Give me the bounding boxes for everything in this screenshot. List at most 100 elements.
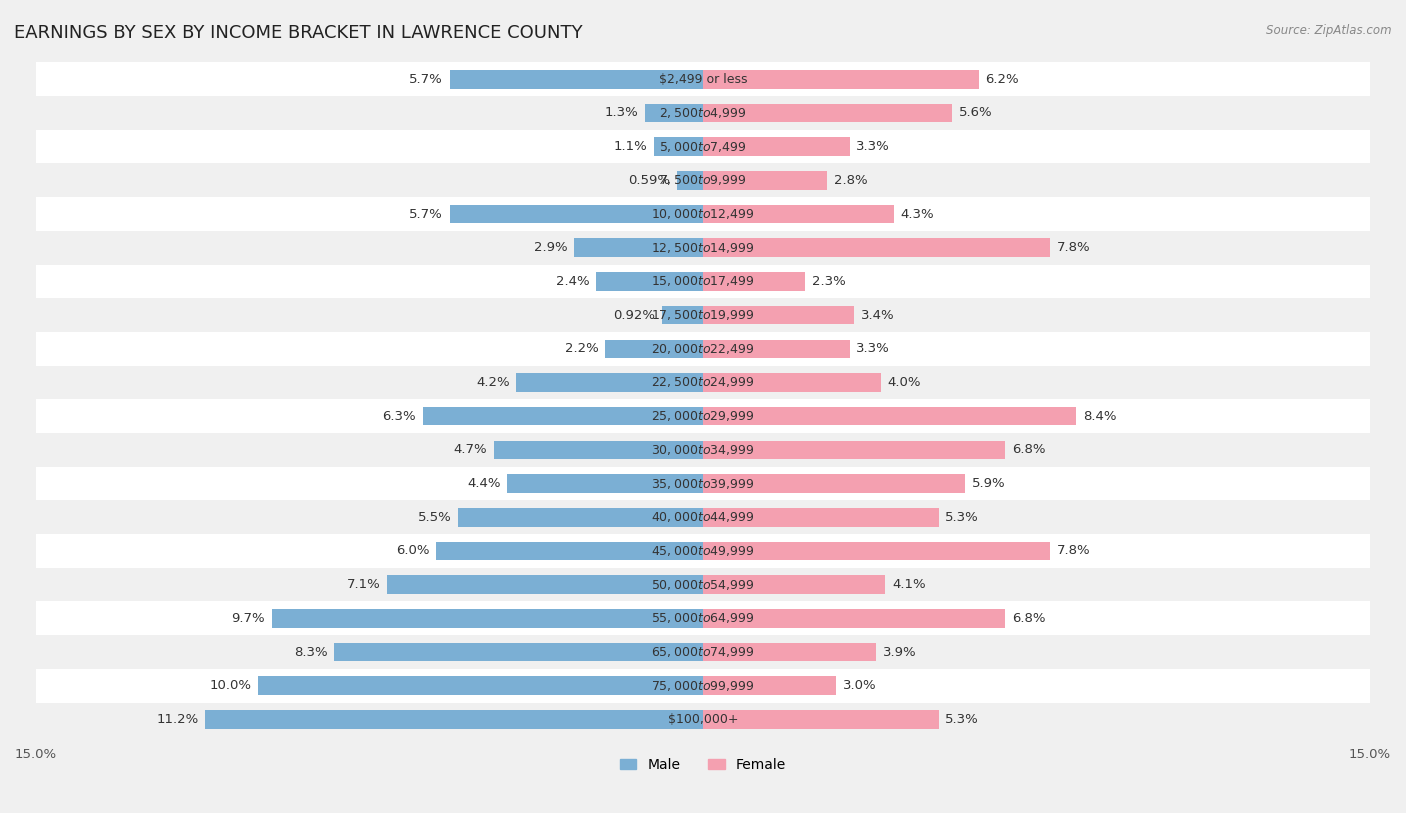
Text: 3.3%: 3.3% — [856, 140, 890, 153]
Text: $45,000 to $49,999: $45,000 to $49,999 — [651, 544, 755, 558]
Text: $65,000 to $74,999: $65,000 to $74,999 — [651, 645, 755, 659]
Bar — [703, 576, 886, 594]
Text: 5.6%: 5.6% — [959, 107, 993, 120]
Text: 4.7%: 4.7% — [454, 443, 488, 456]
Bar — [37, 433, 1369, 467]
Bar — [703, 609, 1005, 628]
Bar — [387, 576, 703, 594]
Bar — [605, 340, 703, 358]
Text: $75,000 to $99,999: $75,000 to $99,999 — [651, 679, 755, 693]
Bar — [37, 96, 1369, 130]
Text: $40,000 to $44,999: $40,000 to $44,999 — [651, 511, 755, 524]
Text: 2.3%: 2.3% — [811, 275, 845, 288]
Bar — [37, 467, 1369, 501]
Text: $7,500 to $9,999: $7,500 to $9,999 — [659, 173, 747, 187]
Bar — [703, 306, 855, 324]
Bar — [37, 501, 1369, 534]
Bar — [508, 474, 703, 493]
Bar — [37, 198, 1369, 231]
Text: $2,500 to $4,999: $2,500 to $4,999 — [659, 106, 747, 120]
Text: 1.3%: 1.3% — [605, 107, 638, 120]
Bar — [645, 104, 703, 122]
Text: $100,000+: $100,000+ — [668, 713, 738, 726]
Bar — [37, 399, 1369, 433]
Bar — [703, 643, 876, 661]
Bar — [703, 104, 952, 122]
Text: 4.1%: 4.1% — [891, 578, 925, 591]
Bar — [703, 238, 1050, 257]
Bar — [494, 441, 703, 459]
Text: 7.8%: 7.8% — [1056, 545, 1090, 558]
Bar — [450, 70, 703, 89]
Bar — [37, 669, 1369, 702]
Text: $12,500 to $14,999: $12,500 to $14,999 — [651, 241, 755, 254]
Bar — [596, 272, 703, 291]
Text: 5.7%: 5.7% — [409, 72, 443, 85]
Bar — [37, 567, 1369, 602]
Text: 2.8%: 2.8% — [834, 174, 868, 187]
Text: $15,000 to $17,499: $15,000 to $17,499 — [651, 275, 755, 289]
Text: 11.2%: 11.2% — [156, 713, 198, 726]
Bar — [450, 205, 703, 224]
Bar — [37, 298, 1369, 332]
Text: 9.7%: 9.7% — [232, 612, 266, 625]
Text: 5.7%: 5.7% — [409, 207, 443, 220]
Bar — [37, 163, 1369, 198]
Bar — [37, 635, 1369, 669]
Text: 6.2%: 6.2% — [986, 72, 1019, 85]
Bar — [574, 238, 703, 257]
Text: 0.92%: 0.92% — [613, 309, 655, 322]
Text: EARNINGS BY SEX BY INCOME BRACKET IN LAWRENCE COUNTY: EARNINGS BY SEX BY INCOME BRACKET IN LAW… — [14, 24, 582, 42]
Bar — [703, 137, 849, 156]
Text: $35,000 to $39,999: $35,000 to $39,999 — [651, 476, 755, 490]
Bar — [37, 332, 1369, 366]
Bar — [423, 406, 703, 425]
Bar — [703, 676, 837, 695]
Bar — [37, 264, 1369, 298]
Text: Source: ZipAtlas.com: Source: ZipAtlas.com — [1267, 24, 1392, 37]
Text: 7.8%: 7.8% — [1056, 241, 1090, 254]
Bar — [37, 130, 1369, 163]
Bar — [703, 171, 828, 189]
Text: 4.0%: 4.0% — [887, 376, 921, 389]
Text: 1.1%: 1.1% — [613, 140, 647, 153]
Bar — [37, 602, 1369, 635]
Text: $10,000 to $12,499: $10,000 to $12,499 — [651, 207, 755, 221]
Bar — [37, 231, 1369, 264]
Bar — [654, 137, 703, 156]
Bar — [703, 710, 939, 728]
Text: 0.59%: 0.59% — [628, 174, 671, 187]
Text: $22,500 to $24,999: $22,500 to $24,999 — [651, 376, 755, 389]
Text: 4.4%: 4.4% — [467, 477, 501, 490]
Bar — [703, 205, 894, 224]
Bar — [516, 373, 703, 392]
Bar — [37, 534, 1369, 567]
Bar — [703, 508, 939, 527]
Bar — [703, 373, 880, 392]
Bar — [271, 609, 703, 628]
Text: 3.3%: 3.3% — [856, 342, 890, 355]
Text: 2.9%: 2.9% — [534, 241, 568, 254]
Text: 2.2%: 2.2% — [565, 342, 599, 355]
Text: 7.1%: 7.1% — [347, 578, 381, 591]
Text: 6.8%: 6.8% — [1012, 443, 1046, 456]
Bar — [703, 474, 966, 493]
Text: 2.4%: 2.4% — [555, 275, 589, 288]
Text: 3.0%: 3.0% — [844, 679, 877, 692]
Bar — [703, 441, 1005, 459]
Bar — [703, 406, 1077, 425]
Bar — [703, 272, 806, 291]
Text: 10.0%: 10.0% — [209, 679, 252, 692]
Bar — [662, 306, 703, 324]
Bar — [205, 710, 703, 728]
Text: 4.3%: 4.3% — [901, 207, 935, 220]
Text: 8.4%: 8.4% — [1083, 410, 1116, 423]
Text: 6.3%: 6.3% — [382, 410, 416, 423]
Text: 6.8%: 6.8% — [1012, 612, 1046, 625]
Bar — [676, 171, 703, 189]
Text: 3.4%: 3.4% — [860, 309, 894, 322]
Text: $2,499 or less: $2,499 or less — [659, 72, 747, 85]
Bar — [458, 508, 703, 527]
Text: 3.9%: 3.9% — [883, 646, 917, 659]
Text: 5.9%: 5.9% — [972, 477, 1005, 490]
